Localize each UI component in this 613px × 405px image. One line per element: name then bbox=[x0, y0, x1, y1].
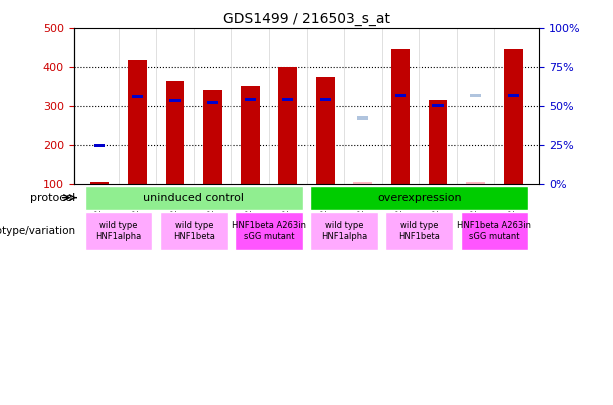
Bar bbox=[91, 182, 109, 184]
Text: genotype/variation: genotype/variation bbox=[0, 226, 75, 236]
Bar bbox=[166, 81, 185, 184]
Text: HNF1beta A263in
sGG mutant: HNF1beta A263in sGG mutant bbox=[232, 222, 306, 241]
Bar bbox=[466, 182, 485, 184]
Text: HNF1beta A263in
sGG mutant: HNF1beta A263in sGG mutant bbox=[457, 222, 531, 241]
Title: GDS1499 / 216503_s_at: GDS1499 / 216503_s_at bbox=[223, 12, 390, 26]
Text: wild type
HNF1alpha: wild type HNF1alpha bbox=[96, 222, 142, 241]
Bar bbox=[282, 98, 294, 101]
Text: wild type
HNF1beta: wild type HNF1beta bbox=[173, 222, 215, 241]
Bar bbox=[169, 99, 181, 102]
Text: uninduced control: uninduced control bbox=[143, 193, 245, 202]
Bar bbox=[319, 98, 331, 101]
Bar bbox=[357, 117, 368, 119]
Bar bbox=[132, 95, 143, 98]
Text: protocol: protocol bbox=[30, 193, 75, 202]
Text: overexpression: overexpression bbox=[377, 193, 462, 202]
Bar bbox=[94, 144, 105, 147]
Bar bbox=[203, 90, 222, 184]
Bar bbox=[508, 94, 519, 97]
FancyBboxPatch shape bbox=[310, 185, 528, 210]
Bar bbox=[432, 104, 444, 107]
FancyBboxPatch shape bbox=[235, 212, 303, 250]
Bar bbox=[241, 86, 259, 184]
Bar bbox=[504, 49, 522, 184]
FancyBboxPatch shape bbox=[85, 212, 153, 250]
Text: wild type
HNF1beta: wild type HNF1beta bbox=[398, 222, 440, 241]
Bar bbox=[278, 67, 297, 184]
Text: wild type
HNF1alpha: wild type HNF1alpha bbox=[321, 222, 367, 241]
FancyBboxPatch shape bbox=[310, 212, 378, 250]
Bar bbox=[354, 182, 372, 184]
Bar bbox=[245, 98, 256, 101]
FancyBboxPatch shape bbox=[85, 185, 303, 210]
Bar bbox=[428, 100, 447, 184]
Bar bbox=[470, 94, 481, 97]
Bar bbox=[207, 101, 218, 104]
Bar bbox=[128, 60, 147, 184]
Bar bbox=[395, 94, 406, 97]
FancyBboxPatch shape bbox=[386, 212, 453, 250]
Bar bbox=[391, 49, 410, 184]
Bar bbox=[316, 77, 335, 184]
FancyBboxPatch shape bbox=[460, 212, 528, 250]
FancyBboxPatch shape bbox=[160, 212, 227, 250]
